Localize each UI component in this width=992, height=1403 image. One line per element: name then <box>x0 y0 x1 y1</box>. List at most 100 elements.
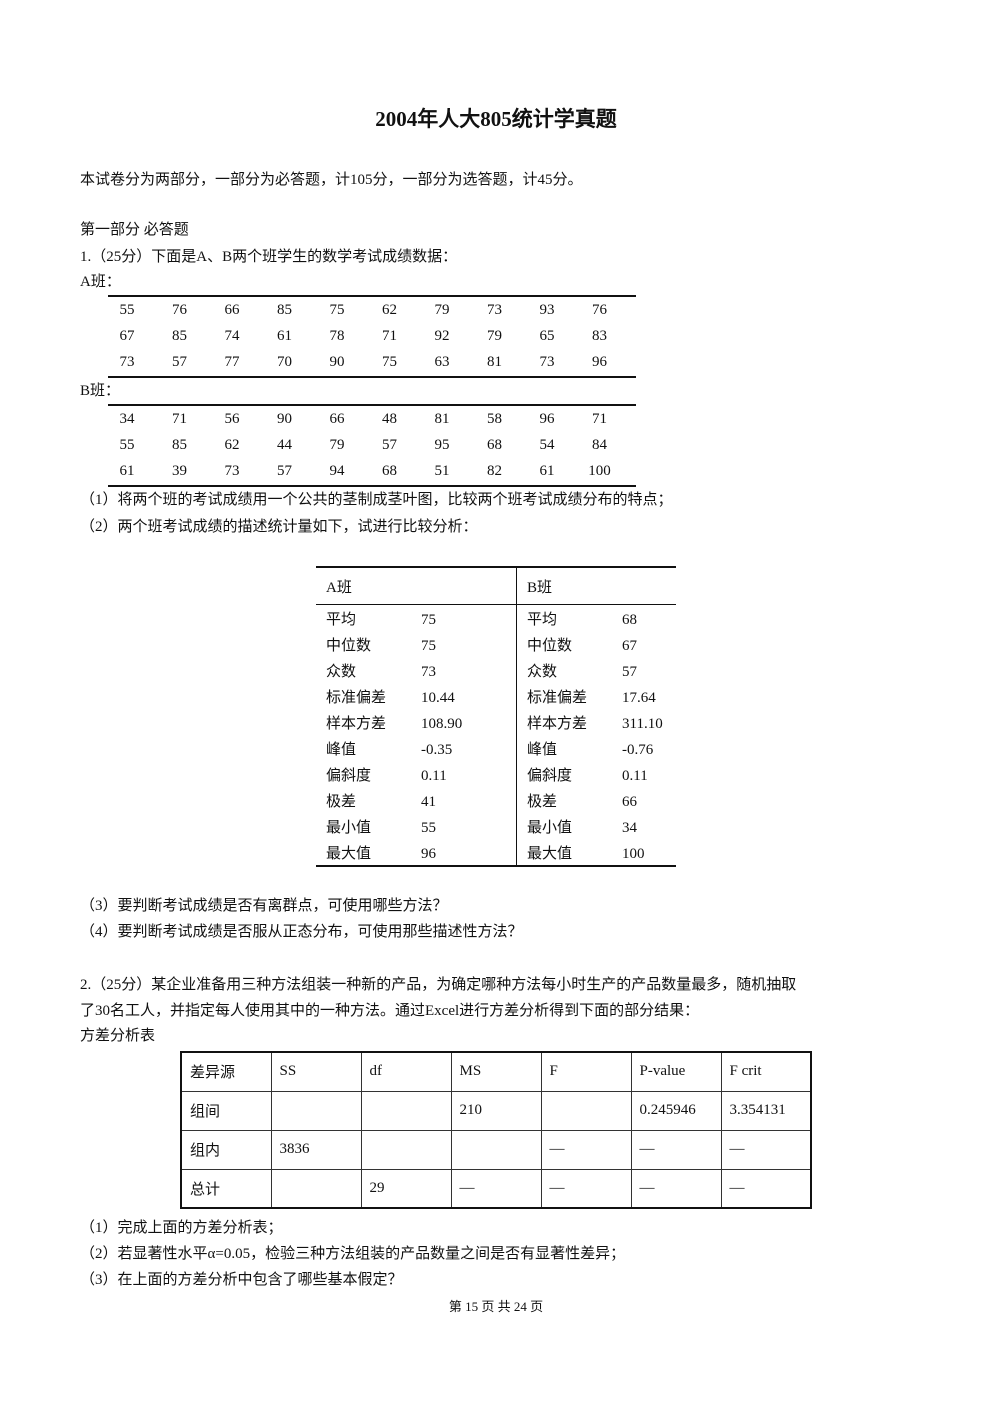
stat-value-a: 41 <box>421 793 436 810</box>
stats-cell-b: 偏斜度 0.11 <box>517 761 677 787</box>
anova-cell: — <box>540 1168 632 1209</box>
score-cell: 85 <box>172 328 187 344</box>
score-cell: 76 <box>172 302 187 318</box>
anova-cell: 3836 <box>270 1129 362 1170</box>
stats-cell-b: 标准偏差 17.64 <box>517 683 677 709</box>
q2-sub2: （2）若显著性水平α=0.05，检验三种方法组装的产品数量之间是否有显著性差异； <box>80 1246 626 1262</box>
stat-value-a: 0.11 <box>421 767 447 784</box>
stats-cell-a: 峰值 -0.35 <box>316 735 517 761</box>
stats-row: 平均 75 平均 68 <box>316 604 676 631</box>
score-cell: 95 <box>434 437 450 453</box>
stat-value-a: -0.35 <box>421 741 453 758</box>
anova-cell <box>450 1129 542 1170</box>
page-title: 2004年人大805统计学真题 <box>375 107 617 131</box>
stats-cell-a: 平均 75 <box>316 604 517 631</box>
anova-cell: 210 <box>450 1090 542 1131</box>
stats-row: 样本方差 108.90 样本方差 311.10 <box>316 709 676 735</box>
stat-label: 众数 <box>326 663 357 680</box>
stat-label: 偏斜度 <box>527 767 573 784</box>
stat-label: 标准偏差 <box>326 689 387 706</box>
q1-sub2: （2）两个班考试成绩的描述统计量如下，试进行比较分析： <box>80 519 478 535</box>
stat-value-b: 68 <box>622 611 637 628</box>
score-cell: 73 <box>119 354 135 370</box>
descriptive-stats-table: A班 B班 平均 75 平均 68 中位数 75 中位数 67 众数 73 众数 57 标准偏差 10.4… <box>316 566 676 867</box>
anova-cell: 组内 <box>180 1129 272 1170</box>
score-cell: 81 <box>434 411 450 427</box>
score-cell: 79 <box>329 437 345 453</box>
class-a-label: A班： <box>80 274 121 290</box>
stat-value-b: 57 <box>622 663 637 680</box>
stats-cell-b: 最大值 100 <box>517 839 677 866</box>
q2-sub1: （1）完成上面的方差分析表； <box>80 1220 283 1236</box>
anova-header-cell: df <box>360 1051 452 1092</box>
anova-caption: 方差分析表 <box>80 1028 156 1044</box>
anova-cell <box>540 1090 632 1131</box>
score-cell: 61 <box>119 463 135 479</box>
anova-cell: — <box>540 1129 632 1170</box>
stat-value-a: 10.44 <box>421 689 455 706</box>
anova-row: 总计 29— — — — <box>180 1168 812 1209</box>
score-cell: 65 <box>539 328 555 344</box>
stat-label: 平均 <box>326 611 357 628</box>
score-cell: 71 <box>592 411 607 427</box>
stat-label: 标准偏差 <box>527 689 588 706</box>
score-cell: 92 <box>434 328 450 344</box>
score-cell: 66 <box>329 411 345 427</box>
table-rule <box>108 376 636 378</box>
stats-cell-b: 最小值 34 <box>517 813 677 839</box>
anova-cell <box>270 1168 362 1209</box>
score-cell: 73 <box>539 354 555 370</box>
score-cell: 94 <box>329 463 345 479</box>
table-rule <box>108 295 636 297</box>
score-cell: 83 <box>592 328 607 344</box>
anova-cell: 3.354131 <box>720 1090 812 1131</box>
anova-cell: — <box>720 1168 812 1209</box>
anova-cell: — <box>720 1129 812 1170</box>
anova-cell: — <box>450 1168 542 1209</box>
class-b-label: B班： <box>80 383 121 399</box>
score-cell: 68 <box>382 463 397 479</box>
stat-label: 中位数 <box>326 637 372 654</box>
stat-value-b: 67 <box>622 637 637 654</box>
anova-table: 差异源 SS df MS F P-value F crit 组间 210 0.245946 3.35… <box>180 1051 812 1209</box>
stat-value-a: 55 <box>421 819 436 836</box>
stat-label: 偏斜度 <box>326 767 372 784</box>
score-cell: 74 <box>224 328 240 344</box>
score-cell: 57 <box>382 437 397 453</box>
score-cell: 84 <box>592 437 607 453</box>
q1-stem: 1.（25分）下面是A、B两个班学生的数学考试成绩数据： <box>80 249 458 265</box>
anova-cell <box>360 1090 452 1131</box>
score-cell: 73 <box>224 463 240 479</box>
q1-sub4: （4）要判断考试成绩是否服从正态分布，可使用那些描述性方法？ <box>80 924 523 940</box>
stats-cell-b: 中位数 67 <box>517 631 677 657</box>
stat-label: 最大值 <box>326 845 372 862</box>
score-cell: 51 <box>434 463 450 479</box>
score-cell: 67 <box>119 328 135 344</box>
stat-label: 极差 <box>326 793 357 810</box>
stat-label: 最大值 <box>527 845 573 862</box>
header-class-a: A班 <box>316 567 517 605</box>
anova-header-cell: F crit <box>720 1051 812 1092</box>
table-rule <box>108 404 636 406</box>
score-cell: 61 <box>277 328 292 344</box>
stats-cell-a: 最大值 96 <box>316 839 517 866</box>
stats-row: 中位数 75 中位数 67 <box>316 631 676 657</box>
score-cell: 71 <box>172 411 187 427</box>
score-cell: 79 <box>487 328 502 344</box>
stat-label: 中位数 <box>527 637 573 654</box>
anova-row: 组间 210 0.245946 3.354131 <box>180 1090 812 1131</box>
score-cell: 85 <box>277 302 292 318</box>
stats-row: 最小值 55 最小值 34 <box>316 813 676 839</box>
score-cell: 68 <box>487 437 502 453</box>
score-cell: 62 <box>224 437 240 453</box>
score-cell: 66 <box>224 302 240 318</box>
stats-cell-a: 中位数 75 <box>316 631 517 657</box>
score-cell: 76 <box>592 302 607 318</box>
score-cell: 58 <box>487 411 502 427</box>
score-cell: 90 <box>277 411 292 427</box>
q1-sub1: （1）将两个班的考试成绩用一个公共的茎制成茎叶图，比较两个班考试成绩分布的特点； <box>80 492 673 508</box>
anova-cell: — <box>630 1129 722 1170</box>
anova-cell <box>270 1090 362 1131</box>
score-cell: 85 <box>172 437 187 453</box>
score-cell: 57 <box>172 354 187 370</box>
